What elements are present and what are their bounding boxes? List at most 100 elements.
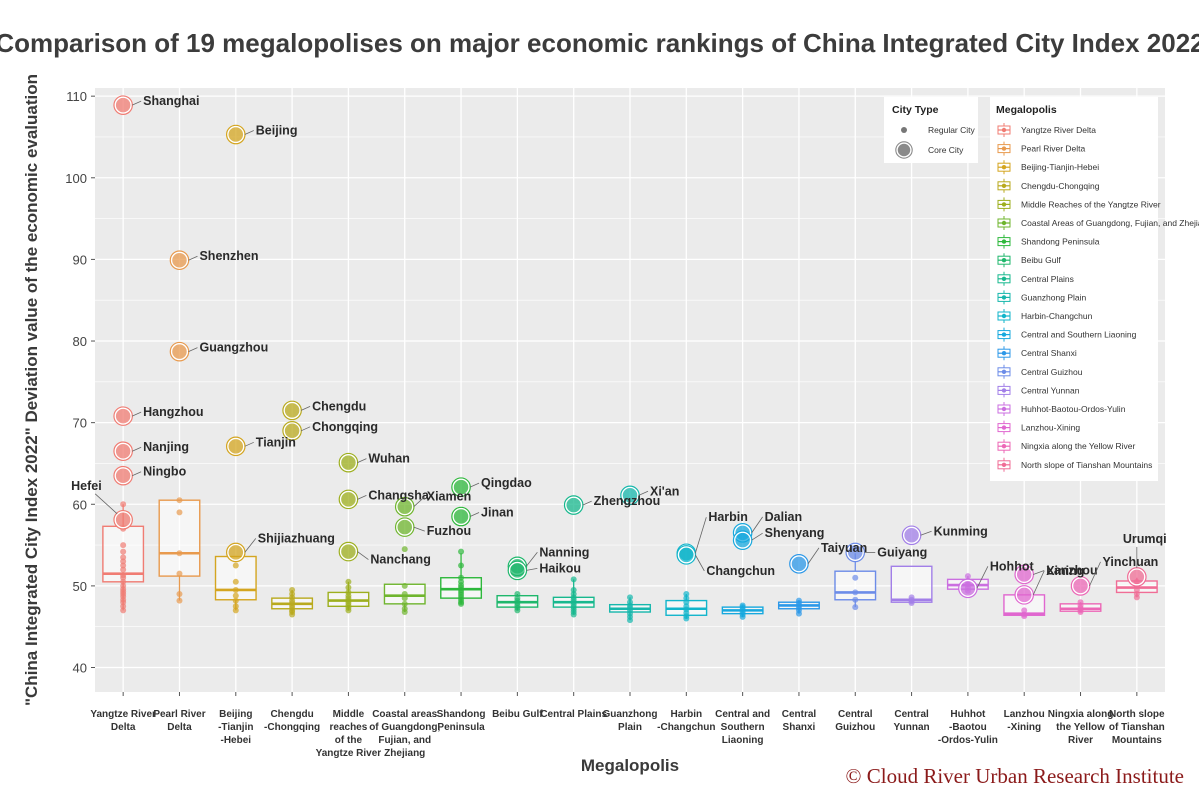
legend-key-dot	[1001, 258, 1007, 263]
legend-item-11: Harbin-Changchun	[997, 309, 1093, 323]
x-tick-line: Plain	[618, 722, 642, 733]
city-label-nanjing: Nanjing	[143, 440, 189, 454]
core-city-point	[564, 496, 583, 514]
city-label-shanghai: Shanghai	[143, 94, 199, 108]
x-tick-line: -Changchun	[657, 722, 715, 733]
x-tick-label: Central Plains	[540, 709, 607, 720]
leader-line	[694, 554, 705, 572]
leader-line	[188, 347, 198, 353]
regular-city-point	[176, 570, 183, 577]
leader-line	[1033, 570, 1045, 575]
regular-city-point	[176, 591, 183, 598]
city-label-jinan: Jinan	[481, 506, 514, 520]
leader-line	[469, 512, 480, 517]
legend-label: North slope of Tianshan Mountains	[1021, 460, 1152, 470]
core-city-point	[227, 543, 245, 562]
city-label-kunming: Kunming	[934, 524, 988, 538]
y-tick-label: 90	[73, 252, 87, 267]
city-label-shijiazhuang: Shijiazhuang	[258, 531, 335, 545]
core-city-point	[452, 507, 470, 526]
x-tick-label: Huhhot -Baotou -Ordos-Yulin	[938, 709, 998, 746]
leader-line	[300, 406, 311, 411]
x-tick-line: of the	[335, 735, 363, 746]
core-city-legend-label: Core City	[928, 145, 964, 155]
leader-line	[131, 446, 142, 452]
core-city-point	[677, 546, 696, 564]
x-tick-label: Chengdu -Chongqing	[264, 709, 320, 733]
y-axis-title: "China Integrated City Index 2022" Devia…	[22, 74, 41, 706]
city-label-urumqi: Urumqi	[1123, 532, 1167, 546]
leader-line	[469, 482, 480, 488]
regular-city-point	[683, 591, 690, 598]
city-label-beijing: Beijing	[256, 124, 298, 138]
regular-city-point	[458, 548, 465, 555]
legend-label: Coastal Areas of Guangdong, Fujian, and …	[1021, 218, 1199, 228]
regular-city-point	[852, 589, 859, 596]
core-city-point	[846, 543, 865, 562]
legend-key-dot	[1001, 127, 1007, 133]
x-tick-line: Liaoning	[722, 735, 764, 746]
city-label-haikou: Haikou	[539, 561, 581, 575]
x-tick-line: -Baotou	[949, 722, 987, 733]
city-label-nanchang: Nanchang	[370, 553, 430, 567]
legend-key-dot	[1001, 276, 1007, 281]
legend-key-dot	[1001, 462, 1007, 467]
x-tick-label: Coastal areas of Guangdong, Fujian, and Zhe…	[369, 709, 440, 759]
legend-item-13: Central Shanxi	[997, 346, 1077, 361]
regular-city-point	[345, 578, 352, 585]
city-label-changsha: Changsha	[368, 488, 429, 502]
legend-item-5: Middle Reaches of the Yangtze River	[997, 197, 1161, 212]
legend-item-19: North slope of Tianshan Mountains	[997, 457, 1152, 472]
regular-city-point	[570, 586, 577, 593]
regular-city-point	[176, 497, 183, 504]
city-label-wuhan: Wuhan	[368, 452, 409, 466]
legend-item-7: Shandong Peninsula	[997, 234, 1100, 249]
x-tick-label: Lanzhou -Xining	[1004, 709, 1045, 733]
city-label-chengdu: Chengdu	[312, 399, 366, 413]
leader-line	[188, 255, 198, 261]
legend-item-3: Beijing-Tianjin-Hebei	[997, 160, 1099, 175]
leader-line	[94, 493, 118, 515]
regular-city-point	[176, 597, 183, 604]
legend-key-dot	[1001, 183, 1007, 188]
legend-label: Beijing-Tianjin-Hebei	[1021, 162, 1099, 172]
city-label-lanzhou: Lanzhou	[1046, 563, 1097, 577]
x-tick-label: Shandong Peninsula	[437, 709, 486, 733]
x-tick-line: Shanxi	[783, 722, 816, 733]
regular-city-point	[401, 591, 408, 598]
legend-label: Yangtze River Delta	[1021, 125, 1096, 135]
x-axis-ticks: Yangtze River Delta Pearl River Delta Beijin…	[90, 692, 1165, 759]
core-city-point	[508, 561, 527, 580]
x-tick-line: Yangtze River	[316, 748, 382, 759]
x-tick-label: Yangtze River Delta	[90, 709, 156, 733]
credit-text: © Cloud River Urban Research Institute	[846, 764, 1184, 788]
regular-city-point	[120, 548, 127, 555]
legend-key-dot	[1001, 239, 1007, 244]
legend-key-dot	[1001, 369, 1007, 374]
city-label-yinchuan: Yinchuan	[1103, 555, 1159, 569]
city-label-hangzhou: Hangzhou	[143, 405, 203, 419]
legend-key-dot	[1001, 220, 1007, 226]
regular-city-point	[401, 600, 408, 607]
x-tick-line: River	[1068, 735, 1093, 746]
legend-item-9: Central Plains	[997, 271, 1074, 286]
regular-city-point	[401, 546, 408, 553]
leader-line	[976, 566, 989, 589]
legend-label: Central Guizhou	[1021, 367, 1083, 377]
y-tick-label: 110	[66, 89, 87, 104]
legend-label: Ningxia along the Yellow River	[1021, 441, 1136, 451]
leader-line	[413, 496, 426, 508]
city-label-hohhot: Hohhot	[990, 559, 1035, 573]
leader-line	[357, 495, 367, 500]
legend-label: Central Shanxi	[1021, 348, 1077, 358]
core-city-point	[114, 407, 132, 425]
core-city-point	[339, 542, 358, 561]
x-tick-line: Central Plains	[540, 709, 607, 720]
city-label-ningbo: Ningbo	[143, 465, 186, 479]
leader-line	[751, 516, 763, 534]
legend-item-12: Central and Southern Liaoning	[997, 327, 1137, 342]
legend-item-10: Guanzhong Plain	[997, 290, 1086, 305]
legend-key-dot	[1001, 425, 1007, 430]
legend-label: Central Yunnan	[1021, 385, 1080, 395]
legend-label: Huhhot-Baotou-Ordos-Yulin	[1021, 404, 1126, 414]
